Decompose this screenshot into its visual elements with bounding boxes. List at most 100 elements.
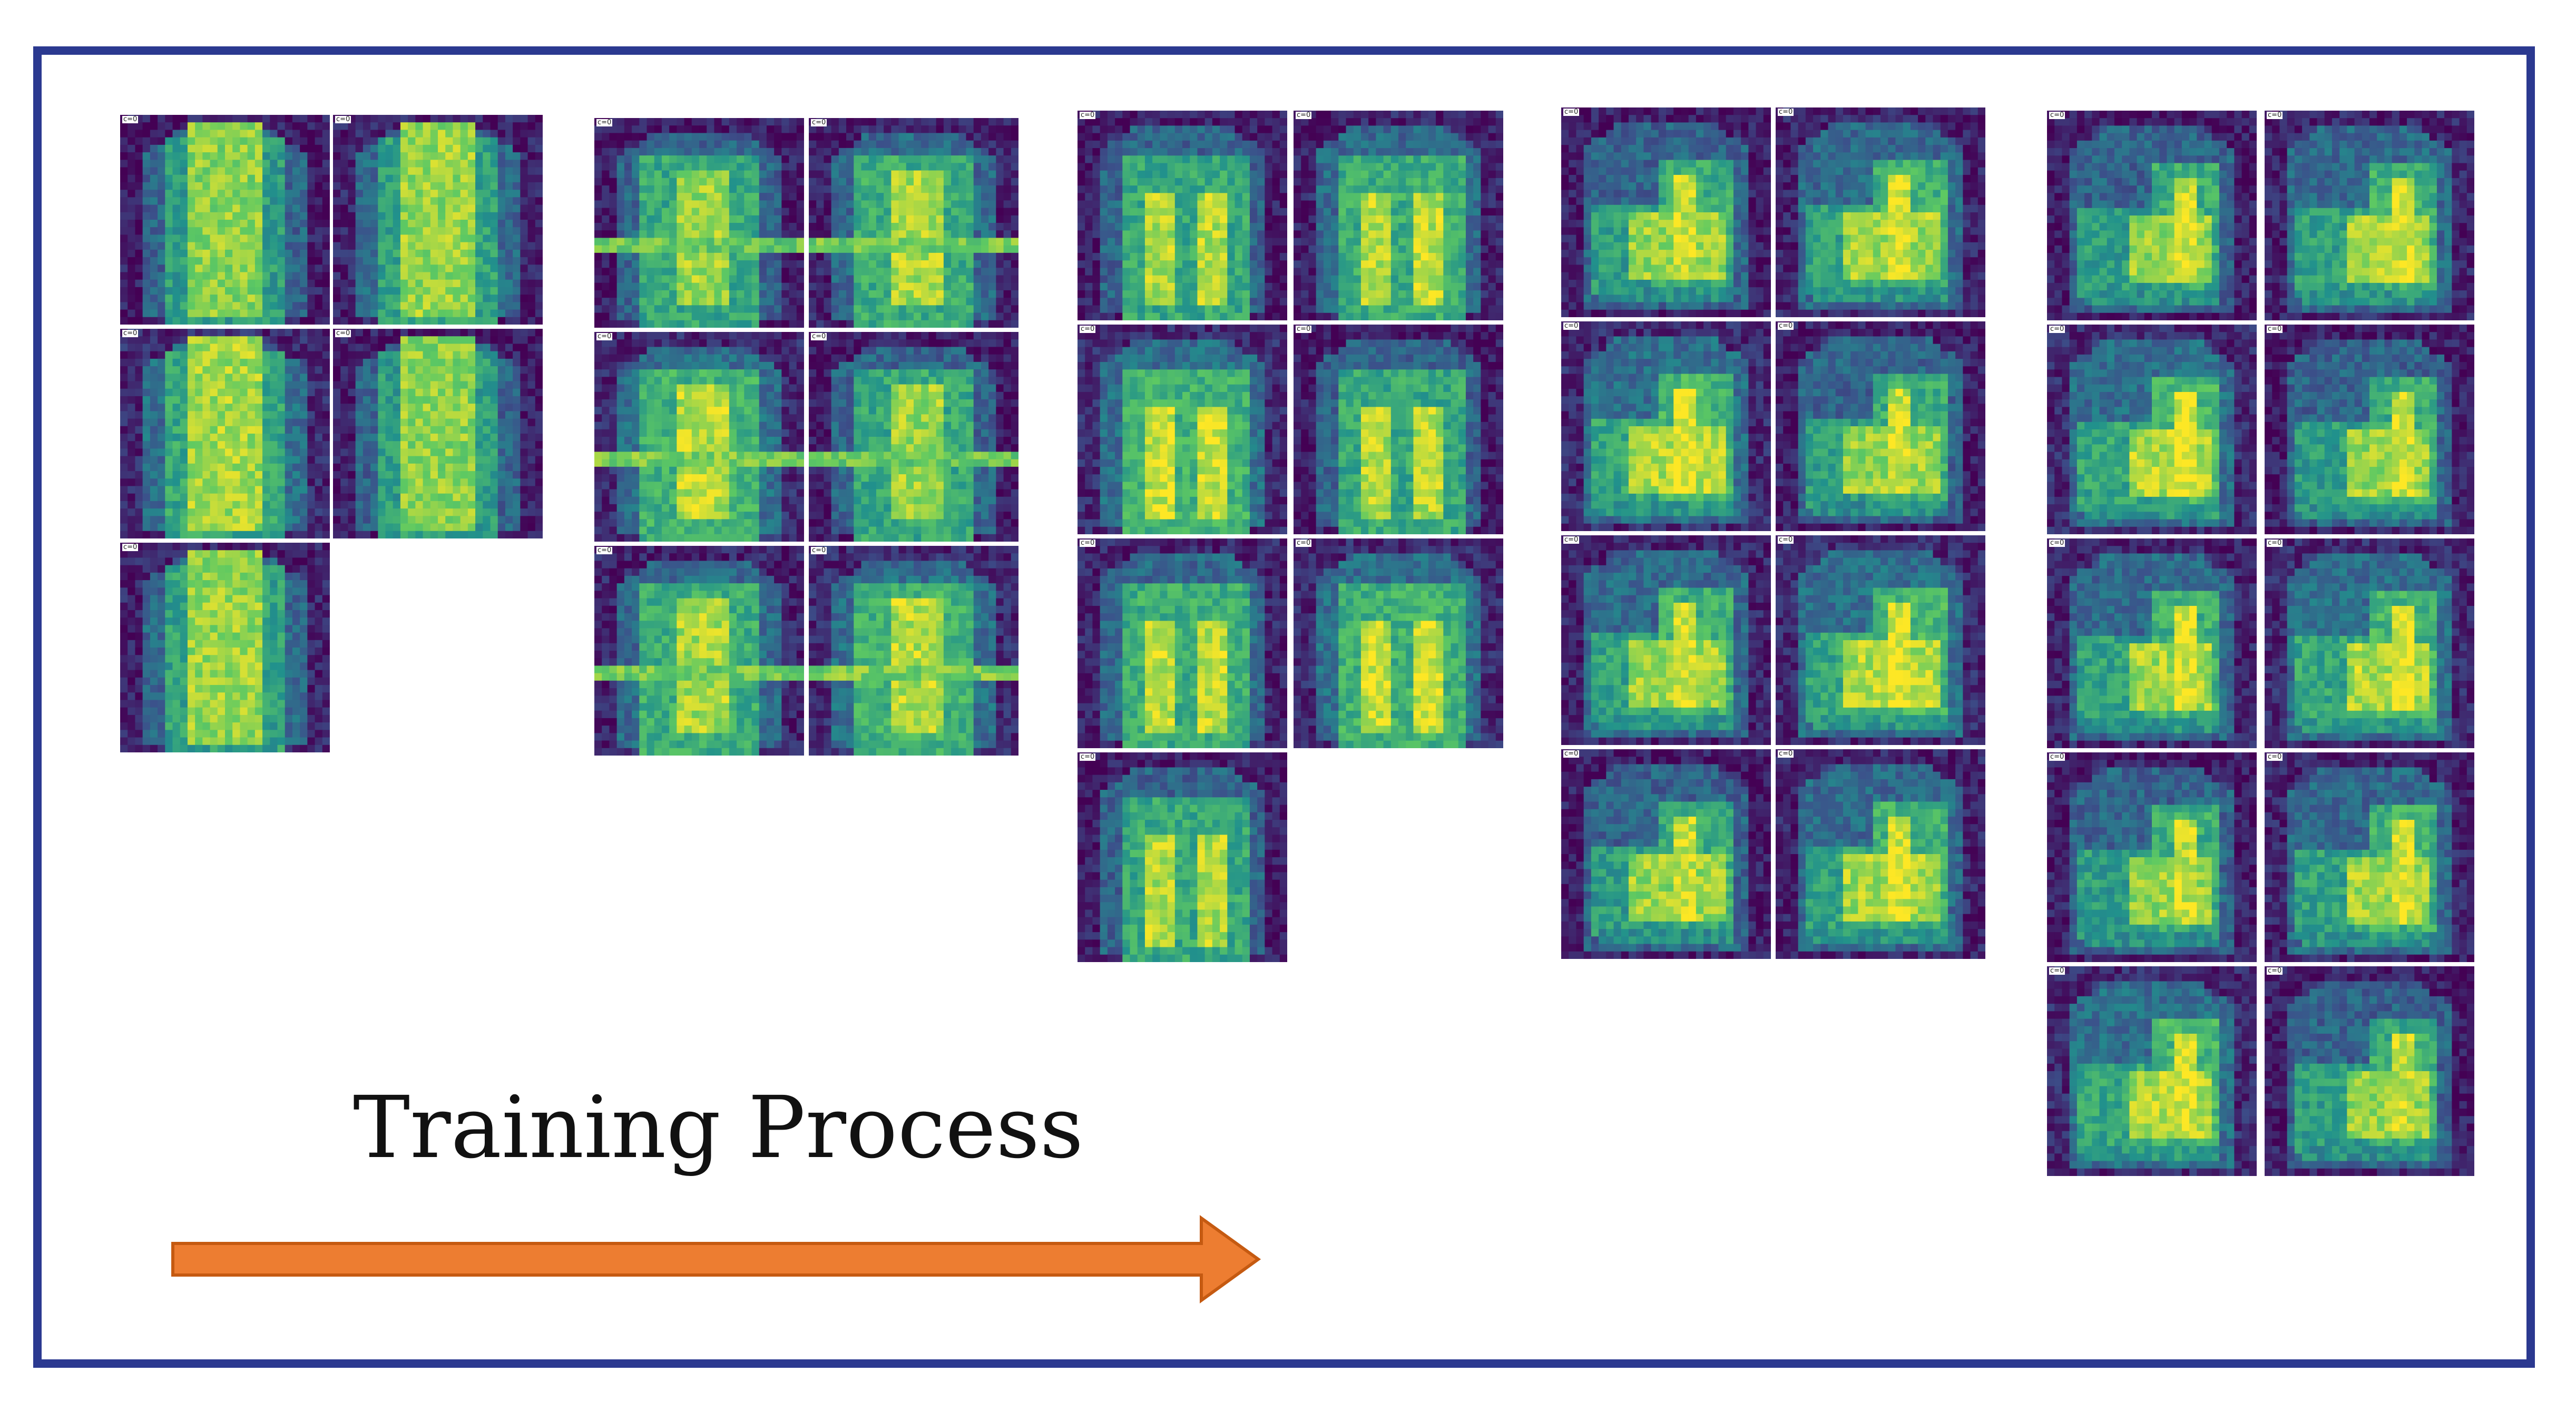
sample-tile-stage-1-3: c=0 xyxy=(120,329,330,538)
generated-sample-heatmap xyxy=(120,329,330,538)
generated-sample-heatmap xyxy=(2265,111,2474,320)
sample-tile-stage-5-7: c=0 xyxy=(2047,752,2257,962)
generated-sample-heatmap xyxy=(594,332,804,542)
tile-label: c=0 xyxy=(596,547,613,554)
tile-label: c=0 xyxy=(1296,112,1312,119)
tile-label: c=0 xyxy=(1563,322,1580,330)
generated-sample-heatmap xyxy=(1078,538,1287,748)
sample-tile-stage-4-6: c=0 xyxy=(1776,535,1985,745)
generated-sample-heatmap xyxy=(2047,325,2257,534)
sample-tile-stage-5-3: c=0 xyxy=(2047,325,2257,534)
tile-label: c=0 xyxy=(811,547,827,554)
generated-sample-heatmap xyxy=(120,115,330,325)
sample-tile-stage-2-6: c=0 xyxy=(809,546,1018,756)
sample-tile-stage-5-2: c=0 xyxy=(2265,111,2474,320)
tile-label: c=0 xyxy=(335,116,351,123)
sample-tile-stage-5-10: c=0 xyxy=(2265,966,2474,1176)
tile-label: c=0 xyxy=(1778,109,1794,116)
sample-tile-stage-3-4: c=0 xyxy=(1294,325,1503,534)
sample-tile-stage-2-5: c=0 xyxy=(594,546,804,756)
tile-label: c=0 xyxy=(335,330,351,337)
sample-tile-stage-4-1: c=0 xyxy=(1561,107,1771,317)
generated-sample-heatmap xyxy=(2265,538,2474,748)
sample-tile-stage-4-4: c=0 xyxy=(1776,321,1985,531)
tile-label: c=0 xyxy=(1296,540,1312,547)
generated-sample-heatmap xyxy=(333,329,543,538)
sample-tile-stage-5-6: c=0 xyxy=(2265,538,2474,748)
tile-label: c=0 xyxy=(1080,753,1096,761)
generated-sample-heatmap xyxy=(809,546,1018,756)
sample-tile-stage-4-2: c=0 xyxy=(1776,107,1985,317)
generated-sample-heatmap xyxy=(1294,111,1503,320)
generated-sample-heatmap xyxy=(1078,325,1287,534)
tile-label: c=0 xyxy=(811,119,827,126)
tile-label: c=0 xyxy=(1563,536,1580,544)
generated-sample-heatmap xyxy=(333,115,543,325)
sample-tile-stage-4-3: c=0 xyxy=(1561,321,1771,531)
generated-sample-heatmap xyxy=(2047,966,2257,1176)
sample-tile-stage-5-8: c=0 xyxy=(2265,752,2474,962)
tile-label: c=0 xyxy=(2267,753,2283,761)
tile-label: c=0 xyxy=(2267,967,2283,975)
generated-sample-heatmap xyxy=(1561,749,1771,959)
right-arrow-icon xyxy=(171,1215,1261,1304)
generated-sample-heatmap xyxy=(2047,538,2257,748)
generated-sample-heatmap xyxy=(2047,111,2257,320)
generated-sample-heatmap xyxy=(1561,107,1771,317)
generated-sample-heatmap xyxy=(1776,107,1985,317)
generated-sample-heatmap xyxy=(1078,752,1287,962)
tile-label: c=0 xyxy=(2049,540,2065,547)
tile-label: c=0 xyxy=(2267,326,2283,333)
sample-tile-stage-2-4: c=0 xyxy=(809,332,1018,542)
tile-label: c=0 xyxy=(1778,750,1794,758)
generated-sample-heatmap xyxy=(2265,325,2474,534)
generated-sample-heatmap xyxy=(1561,321,1771,531)
tile-label: c=0 xyxy=(2049,326,2065,333)
generated-sample-heatmap xyxy=(1294,538,1503,748)
generated-sample-heatmap xyxy=(1078,111,1287,320)
generated-sample-heatmap xyxy=(1294,325,1503,534)
generated-sample-heatmap xyxy=(594,546,804,756)
tile-label: c=0 xyxy=(1563,750,1580,758)
sample-tile-stage-1-2: c=0 xyxy=(333,115,543,325)
generated-sample-heatmap xyxy=(1776,321,1985,531)
tile-label: c=0 xyxy=(596,119,613,126)
tile-label: c=0 xyxy=(2049,967,2065,975)
sample-tile-stage-5-5: c=0 xyxy=(2047,538,2257,748)
sample-tile-stage-3-6: c=0 xyxy=(1294,538,1503,748)
sample-tile-stage-3-5: c=0 xyxy=(1078,538,1287,748)
tile-label: c=0 xyxy=(1778,322,1794,330)
generated-sample-heatmap xyxy=(2265,752,2474,962)
caption-training-process: Training Process xyxy=(353,1085,1083,1171)
sample-tile-stage-4-7: c=0 xyxy=(1561,749,1771,959)
sample-tile-stage-2-3: c=0 xyxy=(594,332,804,542)
tile-label: c=0 xyxy=(2049,753,2065,761)
generated-sample-heatmap xyxy=(1561,535,1771,745)
generated-sample-heatmap xyxy=(594,118,804,328)
sample-tile-stage-5-1: c=0 xyxy=(2047,111,2257,320)
generated-sample-heatmap xyxy=(809,118,1018,328)
tile-label: c=0 xyxy=(1080,540,1096,547)
sample-tile-stage-3-2: c=0 xyxy=(1294,111,1503,320)
tile-label: c=0 xyxy=(122,330,139,337)
sample-tile-stage-4-8: c=0 xyxy=(1776,749,1985,959)
sample-tile-stage-1-1: c=0 xyxy=(120,115,330,325)
sample-tile-stage-3-3: c=0 xyxy=(1078,325,1287,534)
tile-label: c=0 xyxy=(1080,326,1096,333)
sample-tile-stage-1-4: c=0 xyxy=(333,329,543,538)
tile-label: c=0 xyxy=(2267,540,2283,547)
tile-label: c=0 xyxy=(122,116,139,123)
generated-sample-heatmap xyxy=(1776,535,1985,745)
sample-tile-stage-5-4: c=0 xyxy=(2265,325,2474,534)
generated-sample-heatmap xyxy=(120,543,330,752)
sample-tile-stage-4-5: c=0 xyxy=(1561,535,1771,745)
tile-label: c=0 xyxy=(2267,112,2283,119)
tile-label: c=0 xyxy=(2049,112,2065,119)
generated-sample-heatmap xyxy=(809,332,1018,542)
tile-label: c=0 xyxy=(122,544,139,551)
generated-sample-heatmap xyxy=(1776,749,1985,959)
sample-tile-stage-2-1: c=0 xyxy=(594,118,804,328)
tile-label: c=0 xyxy=(1296,326,1312,333)
sample-tile-stage-3-7: c=0 xyxy=(1078,752,1287,962)
